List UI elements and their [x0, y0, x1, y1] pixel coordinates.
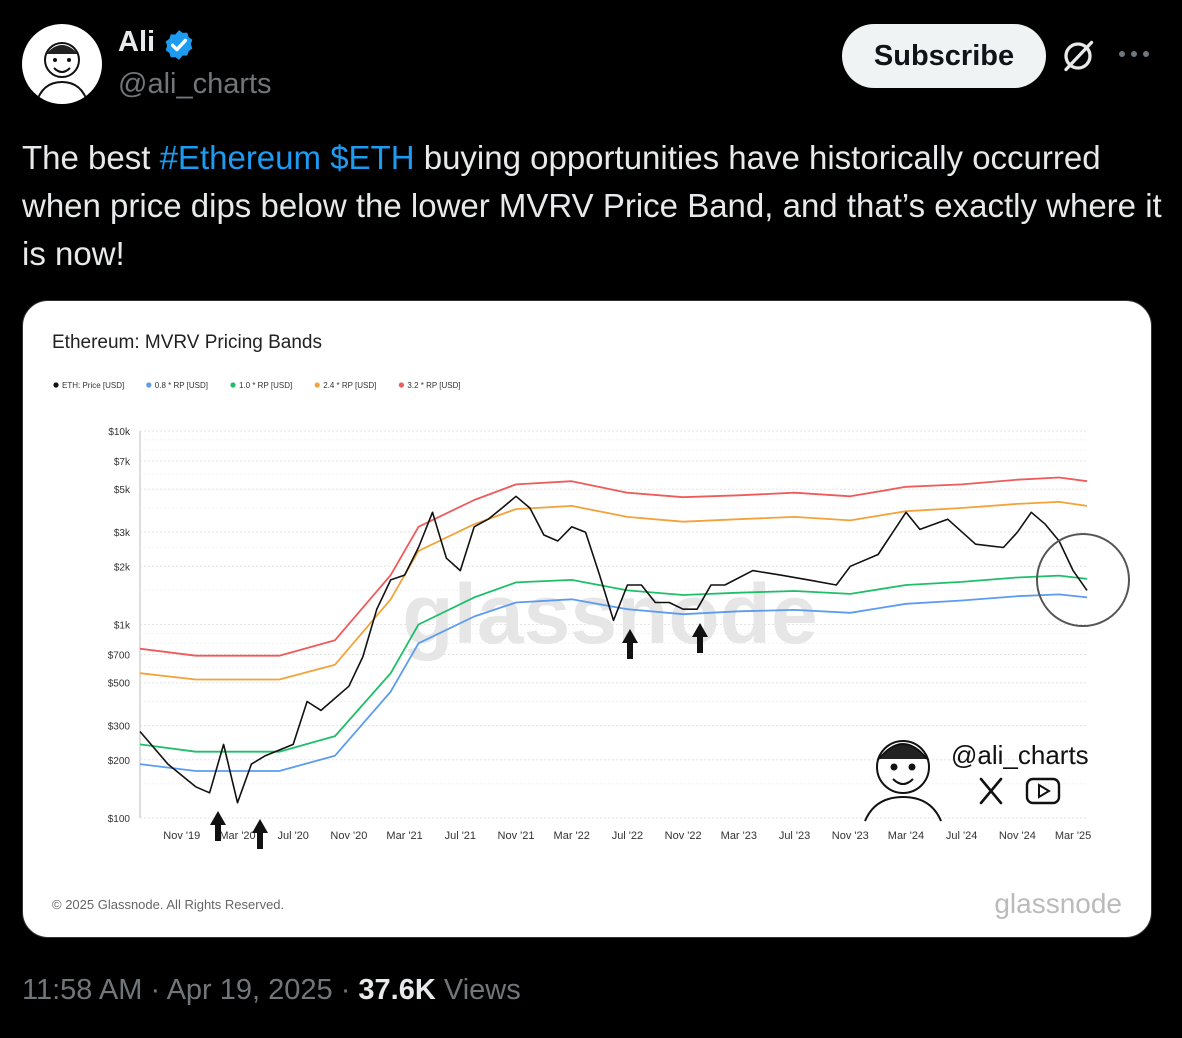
x-tick-label: Jul '21 — [445, 830, 476, 842]
legend-label: 3.2 * RP [USD] — [407, 381, 460, 390]
x-tick-label: Jul '22 — [612, 830, 643, 842]
x-tick-label: Mar '25 — [1055, 830, 1091, 842]
chart-title: Ethereum: MVRV Pricing Bands — [52, 332, 322, 353]
y-tick-label: $300 — [108, 722, 131, 733]
youtube-icon — [1025, 777, 1061, 805]
legend-marker — [53, 382, 59, 388]
series-line — [139, 476, 1088, 657]
series-line — [139, 574, 1088, 753]
series-line — [139, 501, 1088, 681]
overlay-handle: @ali_charts — [951, 740, 1089, 770]
y-tick-label: $10k — [108, 427, 131, 438]
x-tick-label: Nov '19 — [163, 830, 200, 842]
cashtag-link[interactable]: $ETH — [330, 139, 415, 176]
legend-label: 0.8 * RP [USD] — [155, 381, 208, 390]
overlay-avatar — [864, 740, 942, 822]
series-line — [139, 495, 1088, 804]
meta-separator: · — [142, 974, 167, 1006]
x-tick-label: Mar '20 — [219, 830, 255, 842]
author-name[interactable]: Ali — [118, 26, 156, 58]
verified-badge-icon[interactable] — [162, 28, 196, 62]
post-date[interactable]: Apr 19, 2025 — [166, 974, 333, 1006]
arrow-marker — [692, 623, 708, 653]
x-tick-label: Nov '20 — [330, 830, 367, 842]
avatar[interactable] — [22, 24, 102, 104]
buy-arrows — [210, 623, 708, 849]
mvrv-chart: glassnode $10k $7k $5k $3k $2k $1k $700 $500 $30… — [52, 332, 1130, 919]
subscribe-button[interactable]: Subscribe — [842, 24, 1046, 88]
x-tick-label: Mar '21 — [386, 830, 422, 842]
highlight-circle — [1036, 533, 1130, 627]
legend-marker — [146, 382, 152, 388]
tweet-text-body: buying opportunities have historically o… — [22, 139, 1162, 272]
x-tick-label: Nov '24 — [999, 830, 1036, 842]
meta-separator: · — [332, 974, 359, 1006]
y-tick-label: $700 — [108, 650, 131, 661]
footer-brand: glassnode — [994, 888, 1122, 919]
legend-label: 1.0 * RP [USD] — [239, 381, 292, 390]
views-count: 37.6K — [358, 974, 436, 1006]
arrow-marker — [622, 629, 638, 659]
tweet-text: The best #Ethereum $ETH buying opportuni… — [22, 134, 1162, 278]
avatar-illustration — [35, 42, 89, 104]
more-icon[interactable] — [1114, 36, 1154, 72]
x-tick-label: Jul '23 — [779, 830, 810, 842]
legend-marker — [314, 382, 320, 388]
copyright: © 2025 Glassnode. All Rights Reserved. — [52, 897, 284, 912]
y-tick-label: $1k — [114, 621, 131, 632]
tweet-text-lead: The best — [22, 139, 160, 176]
y-axis: $10k $7k $5k $3k $2k $1k $700 $500 $300 $200 $100 — [108, 427, 131, 825]
series-line — [139, 593, 1088, 772]
x-tick-label: Jul '20 — [277, 830, 308, 842]
post-time[interactable]: 11:58 AM — [22, 974, 143, 1006]
views-label: Views — [435, 974, 521, 1006]
chart-image-card[interactable]: glassnode $10k $7k $5k $3k $2k $1k $700 $500 $30… — [22, 300, 1152, 938]
legend-marker — [398, 382, 404, 388]
y-tick-label: $2k — [114, 562, 131, 573]
x-tick-label: Nov '22 — [665, 830, 702, 842]
x-tick-label: Jul '24 — [946, 830, 977, 842]
tweet-meta: 11:58 AM · Apr 19, 2025 · 37.6K Views — [22, 974, 521, 1007]
x-tick-label: Mar '24 — [888, 830, 924, 842]
x-axis: Nov '19 Mar '20 Jul '20 Nov '20 Mar '21 Jul '… — [163, 830, 1091, 842]
y-tick-label: $500 — [108, 679, 131, 690]
tweet-text-space — [321, 139, 330, 176]
y-tick-label: $200 — [108, 756, 131, 767]
x-tick-label: Nov '21 — [498, 830, 535, 842]
y-tick-label: $7k — [114, 457, 131, 468]
legend-label: 2.4 * RP [USD] — [323, 381, 376, 390]
watermark: glassnode — [402, 567, 817, 661]
y-tick-label: $5k — [114, 485, 131, 496]
x-logo-icon — [979, 777, 1003, 805]
x-tick-label: Nov '23 — [832, 830, 869, 842]
hashtag-link[interactable]: #Ethereum — [159, 139, 322, 176]
series-lines — [139, 476, 1088, 804]
legend: ETH: Price [USD] 0.8 * RP [USD] 1.0 * RP [… — [53, 381, 461, 390]
legend-label: ETH: Price [USD] — [62, 381, 124, 390]
y-tick-label: $3k — [114, 528, 131, 539]
grok-icon[interactable] — [1060, 38, 1096, 74]
x-tick-label: Mar '22 — [554, 830, 590, 842]
arrow-marker — [210, 811, 226, 841]
y-tick-label: $100 — [108, 814, 131, 825]
x-tick-label: Mar '23 — [721, 830, 757, 842]
grid — [139, 430, 1087, 819]
author-handle[interactable]: @ali_charts — [118, 68, 272, 100]
legend-marker — [230, 382, 236, 388]
arrow-marker — [252, 819, 268, 849]
